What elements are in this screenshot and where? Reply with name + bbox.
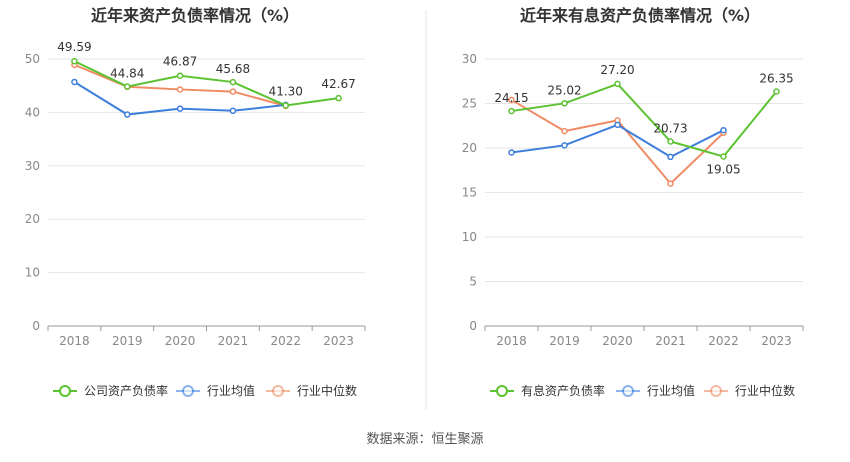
data-point xyxy=(124,111,131,118)
x-tick-label: 2020 xyxy=(165,334,196,348)
x-tick-label: 2018 xyxy=(496,334,527,348)
data-point xyxy=(561,142,568,149)
data-point xyxy=(561,127,568,135)
legend-marker xyxy=(710,385,722,397)
legend-label: 行业均值 xyxy=(647,383,695,398)
series-line xyxy=(511,82,778,158)
y-tick-label: 15 xyxy=(462,186,477,200)
data-point xyxy=(71,78,78,86)
data-point xyxy=(229,107,237,115)
x-tick-label: 2023 xyxy=(323,334,354,348)
legend-marker xyxy=(272,385,284,397)
data-point xyxy=(667,180,674,187)
y-tick-label: 25 xyxy=(462,97,477,111)
x-tick-label: 2022 xyxy=(270,334,301,348)
data-point xyxy=(176,86,184,93)
legend-label: 公司资产负债率 xyxy=(84,383,168,398)
data-point xyxy=(124,83,131,90)
legend-label: 行业中位数 xyxy=(735,383,795,398)
legend-item[interactable]: 公司资产负债率 xyxy=(53,383,168,398)
data-point xyxy=(508,96,515,104)
data-point xyxy=(176,105,184,112)
data-label: 49.59 xyxy=(57,40,91,54)
series-2 xyxy=(508,121,727,161)
data-label: 26.35 xyxy=(759,71,793,85)
series-line xyxy=(73,60,339,107)
data-point xyxy=(508,107,515,115)
series-1: 49.59 44.84 46.87 45.68 41.30 42.67 xyxy=(57,40,356,109)
data-point xyxy=(176,72,184,79)
series-1: 24.15 25.02 27.20 20.73 19.05 26.35 xyxy=(494,63,793,177)
legend: 公司资产负债率 行业均值 行业中位数 xyxy=(53,383,357,398)
data-point xyxy=(229,78,237,86)
y-tick-label: 30 xyxy=(25,159,40,173)
x-tick-label: 2021 xyxy=(218,334,249,348)
data-point xyxy=(282,102,289,109)
data-point xyxy=(614,80,621,88)
data-point xyxy=(667,138,674,145)
data-point xyxy=(773,88,780,95)
legend-item[interactable]: 行业中位数 xyxy=(266,383,357,398)
x-tick-label: 2019 xyxy=(112,334,143,348)
legend: 有息资产负债率 行业均值 行业中位数 xyxy=(490,383,795,398)
data-label: 46.87 xyxy=(163,55,197,69)
chart-1: 近年来资产负债率情况（%） 0 10 20 30 40 50 2018 2019 2020 2021… xyxy=(25,6,366,398)
x-tick-label: 2021 xyxy=(655,334,686,348)
x-tick-label: 2018 xyxy=(59,334,90,348)
legend-marker xyxy=(496,385,508,397)
legend-item[interactable]: 行业均值 xyxy=(616,383,695,398)
y-tick-label: 10 xyxy=(462,230,477,244)
data-label: 41.30 xyxy=(269,84,303,98)
series-line xyxy=(511,123,724,159)
legend-marker xyxy=(182,385,194,397)
y-tick-label: 20 xyxy=(462,141,477,155)
legend-label: 有息资产负债率 xyxy=(521,383,605,398)
data-point xyxy=(71,57,78,65)
series-3 xyxy=(508,96,727,187)
x-tick-label: 2022 xyxy=(708,334,739,348)
chart-title: 近年来资产负债率情况（%） xyxy=(91,6,299,25)
y-tick-label: 20 xyxy=(25,212,40,226)
data-label: 19.05 xyxy=(706,162,740,176)
legend-marker xyxy=(622,385,634,397)
legend-item[interactable]: 有息资产负债率 xyxy=(490,383,605,398)
legend-marker xyxy=(59,385,71,397)
chart-2: 近年来有息资产负债率情况（%） 0 5 10 15 20 25 30 2018 2019 2020 2… xyxy=(462,6,804,398)
data-label: 42.67 xyxy=(321,77,355,91)
y-tick-label: 30 xyxy=(462,52,477,66)
data-point xyxy=(561,100,568,107)
data-label: 25.02 xyxy=(547,83,581,97)
series-line xyxy=(74,63,287,107)
data-point xyxy=(720,153,727,160)
data-point xyxy=(720,126,727,134)
data-label: 27.20 xyxy=(600,63,634,77)
y-tick-label: 0 xyxy=(469,319,477,333)
y-tick-label: 0 xyxy=(32,319,40,333)
data-point xyxy=(335,94,342,102)
series-line xyxy=(510,99,725,186)
data-point xyxy=(508,149,515,156)
legend-label: 行业均值 xyxy=(207,383,255,398)
data-point xyxy=(667,153,674,161)
data-point xyxy=(614,121,621,129)
x-tick-label: 2020 xyxy=(602,334,633,348)
y-tick-label: 40 xyxy=(25,105,40,119)
data-point xyxy=(229,88,237,95)
data-label: 44.84 xyxy=(110,67,144,81)
legend-label: 行业中位数 xyxy=(297,383,357,398)
data-source: 数据来源：恒生聚源 xyxy=(366,432,484,447)
chart-title: 近年来有息资产负债率情况（%） xyxy=(520,6,760,25)
y-tick-label: 50 xyxy=(25,52,40,66)
data-label: 45.68 xyxy=(216,62,250,76)
y-tick-label: 10 xyxy=(25,266,40,280)
x-tick-label: 2023 xyxy=(761,334,792,348)
x-tick-label: 2019 xyxy=(549,334,580,348)
legend-item[interactable]: 行业中位数 xyxy=(704,383,795,398)
legend-item[interactable]: 行业均值 xyxy=(176,383,255,398)
data-label: 24.15 xyxy=(494,91,528,105)
y-tick-label: 5 xyxy=(469,275,477,289)
data-label: 20.73 xyxy=(653,122,687,136)
